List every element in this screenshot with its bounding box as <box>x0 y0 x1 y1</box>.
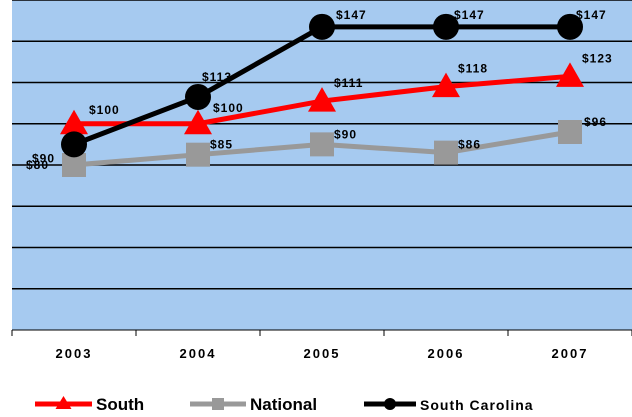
data-label: $147 <box>336 8 367 22</box>
triangle-marker <box>556 62 584 87</box>
x-tick-label: 2005 <box>304 346 341 361</box>
circle-marker <box>185 83 211 110</box>
legend-label: South <box>96 395 144 414</box>
x-tick-label: 2003 <box>56 346 93 361</box>
legend-label: National <box>250 395 317 414</box>
data-label: $118 <box>458 62 488 76</box>
data-label: $113 <box>202 70 232 84</box>
circle-marker <box>61 131 87 158</box>
x-tick-label: 2006 <box>428 346 465 361</box>
circle-marker <box>433 13 459 40</box>
data-label: $96 <box>584 115 607 129</box>
legend-triangle-marker <box>55 396 72 409</box>
legend-circle-marker <box>384 398 396 410</box>
triangle-marker <box>184 109 212 135</box>
data-label: $147 <box>576 8 607 22</box>
x-tick-label: 2007 <box>552 346 589 361</box>
triangle-marker <box>432 72 460 98</box>
data-label: $85 <box>210 138 233 152</box>
triangle-marker <box>308 87 336 112</box>
data-label: $147 <box>454 8 485 22</box>
square-marker <box>434 140 458 165</box>
legend-square-marker <box>212 398 224 410</box>
triangle-marker <box>60 109 88 135</box>
legend-label: South Carolina <box>420 397 534 413</box>
data-label: $123 <box>582 51 613 65</box>
data-label: $100 <box>213 101 244 115</box>
data-label: $111 <box>334 76 363 90</box>
x-tick-label: 2004 <box>180 346 217 361</box>
circle-marker <box>309 13 335 40</box>
square-marker <box>558 120 582 144</box>
data-label: $90 <box>334 127 357 141</box>
square-marker <box>186 142 210 167</box>
data-label: $100 <box>89 103 120 117</box>
data-label: $80 <box>26 158 49 172</box>
square-marker <box>310 132 334 157</box>
data-label: $86 <box>458 138 481 152</box>
circle-marker <box>557 13 583 40</box>
data-label: $90 <box>32 151 55 165</box>
